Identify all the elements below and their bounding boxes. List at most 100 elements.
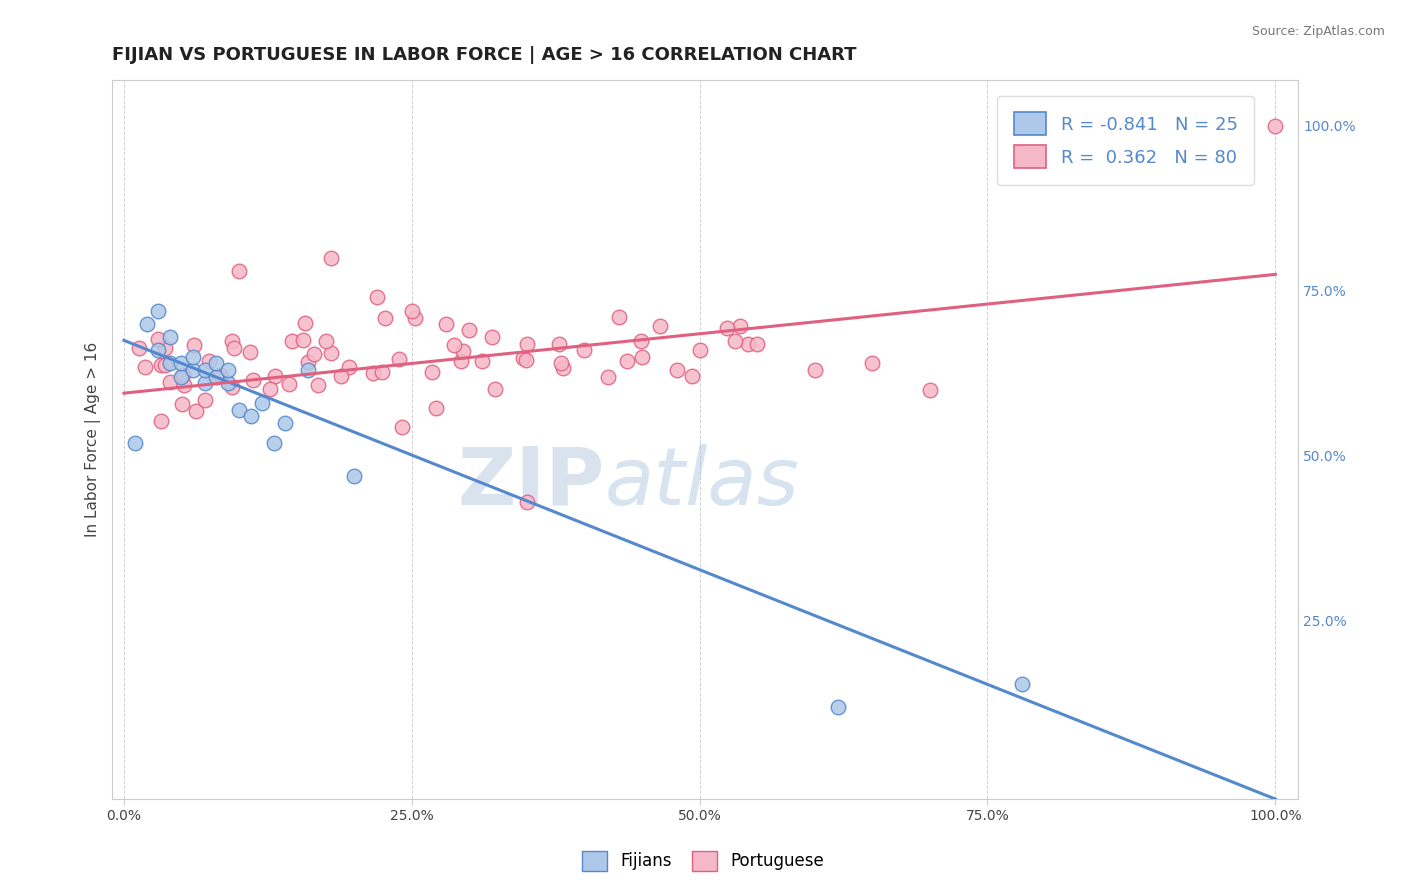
Point	[458, 323, 481, 337]
Point	[682, 369, 704, 384]
Point	[374, 311, 396, 326]
Point	[205, 369, 228, 384]
Point	[221, 380, 243, 394]
Point	[181, 350, 204, 364]
Point	[181, 363, 204, 377]
Point	[515, 353, 537, 368]
Point	[242, 373, 264, 387]
Point	[124, 435, 146, 450]
Point	[149, 358, 172, 372]
Point	[294, 316, 316, 330]
Point	[420, 366, 443, 380]
Point	[173, 378, 195, 392]
Point	[172, 368, 194, 382]
Point	[228, 402, 250, 417]
Point	[631, 350, 654, 364]
Point	[453, 343, 475, 358]
Point	[596, 369, 619, 384]
Text: ZIP: ZIP	[457, 443, 605, 522]
Point	[516, 495, 538, 509]
Point	[747, 336, 769, 351]
Point	[366, 290, 388, 304]
Point	[217, 376, 239, 391]
Point	[918, 383, 941, 397]
Point	[183, 338, 205, 352]
Point	[208, 368, 231, 382]
Point	[616, 353, 638, 368]
Point	[607, 310, 630, 324]
Point	[484, 382, 506, 396]
Point	[330, 368, 353, 383]
Point	[134, 359, 156, 374]
Text: FIJIAN VS PORTUGUESE IN LABOR FORCE | AGE > 16 CORRELATION CHART: FIJIAN VS PORTUGUESE IN LABOR FORCE | AG…	[112, 46, 856, 64]
Point	[159, 330, 181, 344]
Point	[401, 303, 423, 318]
Point	[361, 366, 384, 380]
Point	[159, 375, 181, 389]
Point	[574, 343, 596, 358]
Point	[550, 356, 572, 370]
Text: Source: ZipAtlas.com: Source: ZipAtlas.com	[1251, 25, 1385, 38]
Point	[1264, 119, 1286, 133]
Point	[291, 333, 314, 347]
Legend: R = -0.841   N = 25, R =  0.362   N = 80: R = -0.841 N = 25, R = 0.362 N = 80	[997, 95, 1254, 185]
Point	[297, 355, 319, 369]
Point	[170, 369, 193, 384]
Point	[259, 382, 281, 396]
Point	[198, 354, 221, 368]
Point	[274, 416, 297, 430]
Point	[193, 363, 215, 377]
Point	[404, 310, 426, 325]
Point	[648, 319, 671, 334]
Point	[321, 251, 343, 265]
Point	[193, 376, 215, 391]
Point	[136, 317, 159, 331]
Point	[689, 343, 711, 358]
Point	[149, 414, 172, 428]
Point	[665, 363, 688, 377]
Point	[728, 319, 751, 334]
Point	[450, 354, 472, 368]
Point	[159, 356, 181, 370]
Point	[128, 342, 150, 356]
Point	[716, 321, 738, 335]
Point	[263, 435, 285, 450]
Point	[516, 336, 538, 351]
Point	[264, 369, 287, 384]
Point	[425, 401, 447, 415]
Point	[297, 363, 319, 377]
Point	[737, 337, 759, 351]
Point	[391, 419, 413, 434]
Point	[194, 393, 217, 408]
Point	[228, 264, 250, 278]
Point	[443, 338, 465, 352]
Point	[217, 363, 239, 377]
Point	[388, 351, 411, 366]
Point	[827, 699, 849, 714]
Point	[146, 332, 169, 346]
Point	[250, 396, 273, 410]
Point	[471, 354, 494, 368]
Point	[221, 334, 243, 349]
Point	[630, 334, 652, 348]
Point	[321, 346, 343, 360]
Point	[551, 360, 574, 375]
Point	[307, 377, 329, 392]
Point	[170, 356, 193, 370]
Point	[148, 343, 170, 358]
Point	[434, 317, 457, 331]
Point	[222, 341, 245, 355]
Y-axis label: In Labor Force | Age > 16: In Labor Force | Age > 16	[86, 342, 101, 537]
Point	[239, 409, 262, 424]
Point	[1011, 676, 1033, 690]
Point	[172, 397, 194, 411]
Legend: Fijians, Portuguese: Fijians, Portuguese	[574, 842, 832, 880]
Point	[148, 303, 170, 318]
Point	[239, 344, 262, 359]
Point	[153, 358, 176, 372]
Point	[281, 334, 304, 348]
Point	[315, 334, 337, 348]
Point	[803, 363, 825, 377]
Point	[184, 403, 207, 417]
Point	[481, 330, 503, 344]
